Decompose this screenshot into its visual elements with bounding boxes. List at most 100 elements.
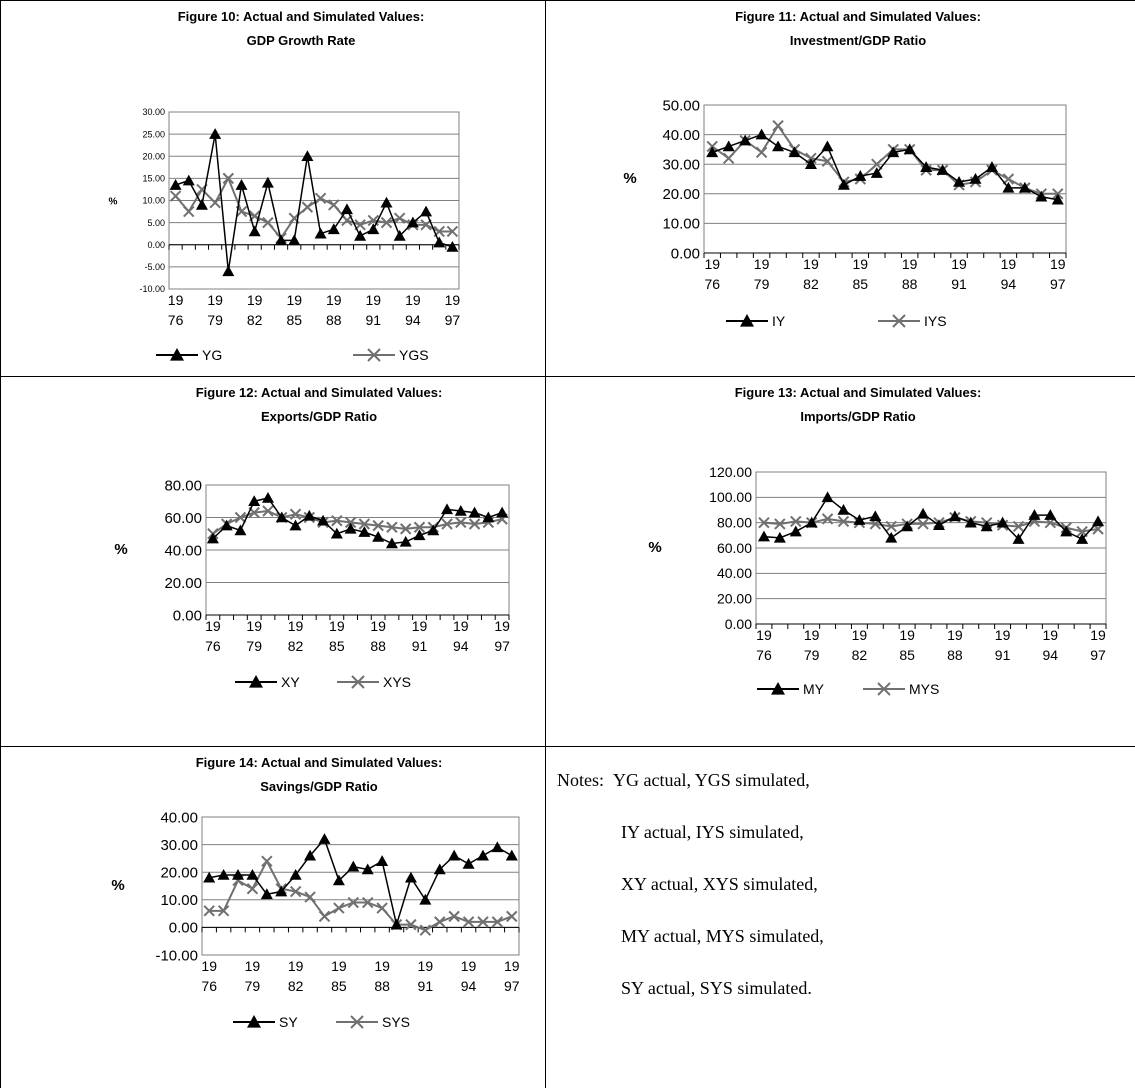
fig14-x-tick-label-bottom: 85	[331, 978, 347, 994]
fig11-x-tick-label-bottom: 76	[704, 276, 720, 292]
fig10-legend-yg-label: YG	[202, 347, 222, 363]
fig11-x-tick-label-bottom: 97	[1050, 276, 1066, 292]
fig10-legend-ygs-label: YGS	[399, 347, 429, 363]
fig10-y-tick-label: 10.00	[142, 196, 165, 206]
fig14-y-axis-label: %	[111, 877, 124, 894]
fig14-y-tick-label: 10.00	[160, 892, 198, 909]
fig11-x-tick-label-top: 19	[704, 256, 720, 272]
fig12-xy-point	[290, 520, 302, 531]
fig13-x-tick-label-top: 19	[852, 627, 868, 643]
fig10-x-tick-label-bottom: 97	[445, 312, 461, 328]
fig11-x-tick-label-bottom: 82	[803, 276, 819, 292]
fig13-x-tick-label-top: 19	[947, 627, 963, 643]
fig14-x-tick-label-bottom: 91	[418, 978, 434, 994]
fig12-xy-point	[303, 510, 315, 521]
fig11-iy-point	[772, 140, 784, 151]
fig11-iy-point	[723, 140, 735, 151]
fig12-x-tick-label-bottom: 91	[412, 638, 428, 654]
fig12-x-tick-label-bottom: 97	[494, 638, 510, 654]
fig10-ygs-point	[302, 202, 312, 212]
fig14-y-tick-label: 20.00	[160, 864, 198, 881]
fig14-legend-sys-label: SYS	[382, 1014, 410, 1030]
fig14-x-tick-label-bottom: 79	[245, 978, 261, 994]
fig12-x-tick-label-top: 19	[453, 618, 469, 634]
fig14-y-tick-label: 0.00	[169, 920, 198, 937]
fig10-ygs-point	[395, 213, 405, 223]
fig12-y-tick-label: 60.00	[164, 510, 202, 527]
fig13-my-point	[885, 532, 897, 543]
fig13-x-tick-label-bottom: 76	[756, 647, 772, 663]
fig11-iys-point	[773, 121, 783, 131]
fig11-iy-point	[756, 129, 768, 140]
fig13-y-tick-label: 60.00	[717, 540, 752, 556]
fig11-y-axis-label: %	[623, 170, 636, 187]
fig14-x-tick-label-top: 19	[374, 958, 390, 974]
fig13-x-tick-label-top: 19	[756, 627, 772, 643]
fig12-y-tick-label: 20.00	[164, 575, 202, 592]
fig14-x-tick-label-top: 19	[245, 958, 261, 974]
fig12-x-tick-label-bottom: 88	[370, 638, 386, 654]
fig14-subtitle: Savings/GDP Ratio	[260, 779, 378, 794]
fig12-x-tick-label-top: 19	[329, 618, 345, 634]
fig10-y-tick-label: 5.00	[147, 218, 165, 228]
fig12-x-tick-label-top: 19	[205, 618, 221, 634]
fig13-x-tick-label-bottom: 97	[1090, 647, 1106, 663]
fig13-legend-my-label: MY	[803, 681, 825, 697]
fig12-legend-xy: XY	[235, 674, 300, 690]
figure-11-chart: Figure 11: Actual and Simulated Values:I…	[546, 1, 1134, 376]
fig11-subtitle: Investment/GDP Ratio	[790, 33, 926, 48]
fig14-sys-point	[420, 925, 430, 935]
fig12-x-tick-label-top: 19	[288, 618, 304, 634]
fig13-y-tick-label: 40.00	[717, 565, 752, 581]
fig10-subtitle: GDP Growth Rate	[247, 33, 356, 48]
fig13-legend-mys-label: MYS	[909, 681, 939, 697]
fig14-sys-point	[334, 903, 344, 913]
fig13-y-tick-label: 20.00	[717, 591, 752, 607]
fig10-x-tick-label-top: 19	[405, 292, 421, 308]
fig13-x-tick-label-bottom: 82	[852, 647, 868, 663]
fig13-my-point	[822, 491, 834, 502]
fig11-x-tick-label-top: 19	[853, 256, 869, 272]
figure-14-chart: Figure 14: Actual and Simulated Values:S…	[1, 747, 545, 1087]
fig10-x-tick-label-bottom: 88	[326, 312, 342, 328]
fig12-y-tick-label: 80.00	[164, 477, 202, 494]
fig12-x-tick-label-top: 19	[494, 618, 510, 634]
fig13-x-tick-label-bottom: 91	[995, 647, 1011, 663]
fig13-my-point	[1092, 515, 1104, 526]
fig13-x-tick-label-top: 19	[1043, 627, 1059, 643]
fig12-xy-point	[441, 503, 453, 514]
fig14-x-tick-label-top: 19	[504, 958, 520, 974]
fig11-legend-iys: IYS	[878, 313, 947, 329]
fig14-sy-point	[477, 850, 489, 861]
fig10-y-tick-label: -5.00	[144, 262, 165, 272]
fig10-yg-point	[249, 225, 261, 236]
fig14-sy-point	[419, 894, 431, 905]
fig12-y-tick-label: 0.00	[173, 607, 202, 624]
fig12-y-tick-label: 40.00	[164, 542, 202, 559]
fig13-my-point	[869, 510, 881, 521]
fig11-series-iy	[706, 129, 1064, 205]
fig10-x-tick-label-bottom: 85	[286, 312, 302, 328]
fig10-x-tick-label-top: 19	[207, 292, 223, 308]
fig13-my-point	[901, 520, 913, 531]
fig14-sy-point	[318, 833, 330, 844]
fig10-yg-point	[315, 228, 327, 239]
fig11-x-tick-label-top: 19	[1050, 256, 1066, 272]
fig14-series-sy	[203, 833, 518, 929]
fig10-x-tick-label-top: 19	[366, 292, 382, 308]
note-line-3: XY actual, XYS simulated,	[621, 874, 818, 895]
fig14-sys-point	[305, 892, 315, 902]
fig11-x-tick-label-bottom: 79	[754, 276, 770, 292]
fig10-series-ygs	[171, 173, 458, 243]
fig10-y-tick-label: 25.00	[142, 129, 165, 139]
fig10-x-tick-label-bottom: 82	[247, 312, 263, 328]
fig14-sys-point	[262, 856, 272, 866]
fig13-x-tick-label-bottom: 79	[804, 647, 820, 663]
fig10-yg-point	[420, 206, 432, 217]
fig14-sys-point	[507, 911, 517, 921]
fig12-x-tick-label-bottom: 85	[329, 638, 345, 654]
fig12-legend-xy-label: XY	[281, 674, 300, 690]
fig14-sy-line	[209, 839, 512, 925]
fig14-sy-point	[491, 841, 503, 852]
